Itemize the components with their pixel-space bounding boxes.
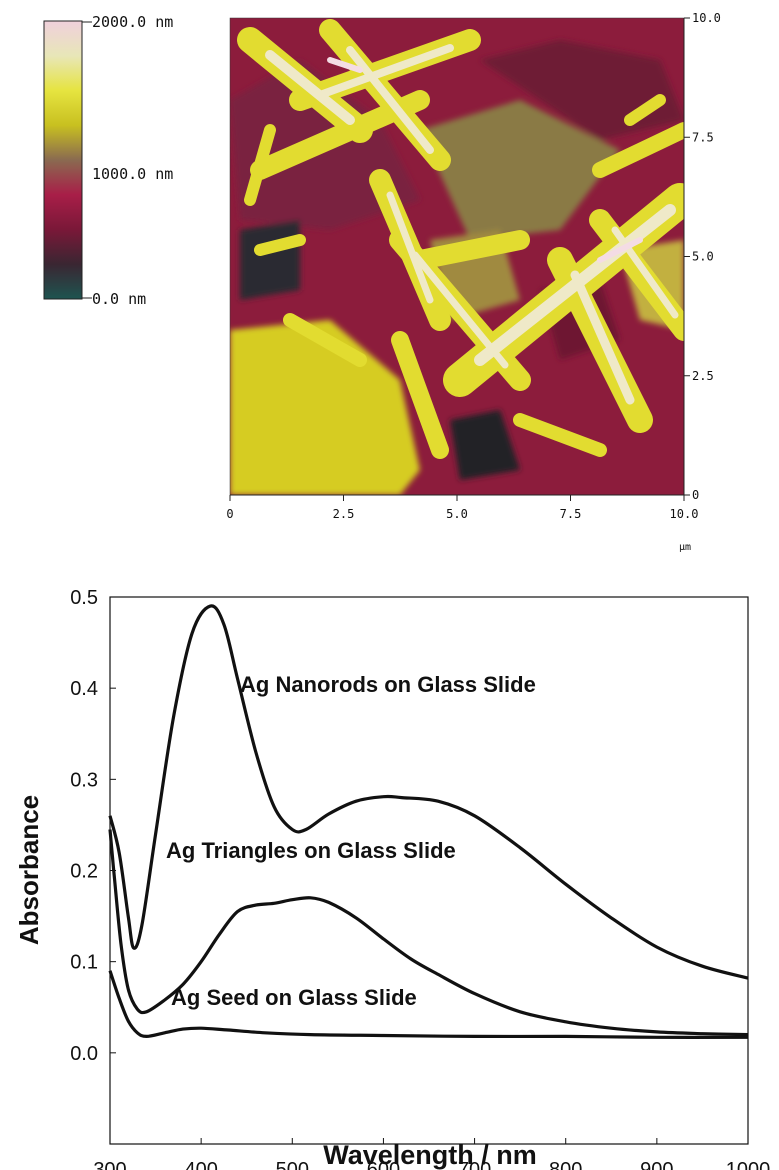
afm-x-tick-label: 5.0 <box>446 507 468 521</box>
afm-y-tick-label: 10.0 <box>692 11 721 25</box>
series-nanorods-line <box>108 604 749 980</box>
colorbar <box>43 20 83 300</box>
series-lines <box>108 604 749 1039</box>
x-tick-label: 300 <box>93 1159 126 1170</box>
label-triangles: Ag Triangles on Glass Slide <box>166 838 456 863</box>
series-seed-line <box>108 970 749 1039</box>
x-tick-label: 600 <box>367 1159 400 1170</box>
afm-y-tick-label: 5.0 <box>692 250 714 264</box>
plot-area <box>109 596 749 1145</box>
afm-x-tick-label: 0 <box>226 507 233 521</box>
x-tick-label: 1000 <box>726 1159 771 1170</box>
absorbance-chart: 0.5 0.4 0.3 0.2 0.1 0.0 300 400 500 600 700 800 900… <box>14 587 770 1170</box>
x-tick-label: 700 <box>458 1159 491 1170</box>
x-axis-label: Wavelength / nm <box>323 1140 537 1170</box>
x-tick-label: 400 <box>184 1159 217 1170</box>
y-tick-label: 0.1 <box>70 952 98 974</box>
afm-x-ticks: 0 2.5 5.0 7.5 10.0 <box>226 495 698 521</box>
series-triangles-line <box>108 829 749 1037</box>
afm-x-tick-label: 2.5 <box>333 507 355 521</box>
afm-y-tick-label: 2.5 <box>692 369 714 383</box>
afm-y-ticks: 0 2.5 5.0 7.5 10.0 <box>684 11 721 502</box>
afm-x-tick-label: 7.5 <box>560 507 582 521</box>
y-tick-label: 0.3 <box>70 769 98 791</box>
x-tick-label: 500 <box>276 1159 309 1170</box>
y-axis-label: Absorbance <box>14 795 44 945</box>
afm-y-tick-label: 7.5 <box>692 130 714 144</box>
x-axis-ticks: 300 400 500 600 700 800 900 1000 <box>93 1138 770 1170</box>
afm-image <box>230 18 684 495</box>
label-nanorods: Ag Nanorods on Glass Slide <box>240 672 536 697</box>
colorbar-label-min: 0.0 nm <box>92 290 146 308</box>
label-seed: Ag Seed on Glass Slide <box>171 985 417 1010</box>
afm-figure: 2000.0 nm 1000.0 nm 0.0 nm <box>43 11 721 553</box>
afm-x-unit: μm <box>679 542 691 553</box>
y-tick-label: 0.2 <box>70 861 98 883</box>
y-tick-label: 0.0 <box>70 1043 98 1065</box>
afm-y-tick-label: 0 <box>692 488 699 502</box>
x-tick-label: 900 <box>640 1159 673 1170</box>
x-tick-label: 800 <box>549 1159 582 1170</box>
colorbar-label-mid: 1000.0 nm <box>92 165 173 183</box>
colorbar-label-max: 2000.0 nm <box>92 13 173 31</box>
y-axis-ticks: 0.5 0.4 0.3 0.2 0.1 0.0 <box>70 587 116 1145</box>
afm-x-tick-label: 10.0 <box>670 507 699 521</box>
y-tick-label: 0.4 <box>70 678 98 700</box>
y-tick-label: 0.5 <box>70 587 98 609</box>
